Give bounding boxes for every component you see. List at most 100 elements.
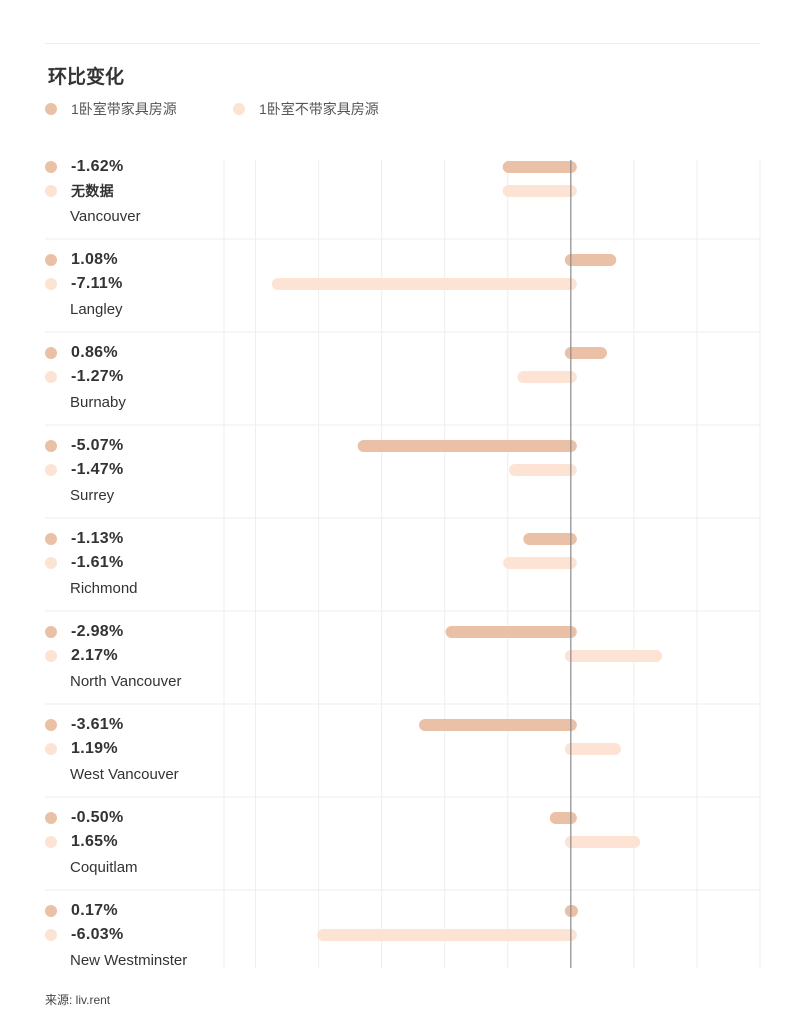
bar-unfurnished-richmond [503, 557, 577, 569]
series-dot [45, 440, 57, 452]
bar-unfurnished-north-vancouver [564, 650, 663, 662]
series-dot [45, 929, 57, 941]
data-label: 无数据 [71, 183, 114, 199]
value-line: -1.47% [45, 460, 124, 480]
data-label: 0.17% [71, 902, 118, 919]
series-dot [45, 161, 57, 173]
data-label: -5.07% [71, 437, 124, 454]
series-dot [45, 743, 57, 755]
bar-furnished-vancouver [502, 161, 577, 173]
bar-furnished-north-vancouver [445, 626, 577, 638]
series-dot [45, 347, 57, 359]
bar-unfurnished-new-westminster [317, 929, 577, 941]
legend: 1卧室带家具房源 1卧室不带家具房源 [45, 99, 445, 117]
value-line: -3.61% [45, 715, 124, 735]
city-label: Langley [70, 301, 123, 318]
legend-item-furnished: 1卧室带家具房源 [45, 99, 177, 119]
value-line: 1.19% [45, 739, 118, 759]
bar-furnished-burnaby [564, 347, 607, 359]
legend-swatch-furnished [45, 103, 57, 115]
series-dot [45, 185, 57, 197]
legend-swatch-unfurnished [233, 103, 245, 115]
series-dot [45, 836, 57, 848]
series-dot [45, 371, 57, 383]
bar-unfurnished-langley [271, 278, 577, 290]
bar-unfurnished-burnaby [517, 371, 577, 383]
data-label: -3.61% [71, 716, 124, 733]
value-line: -1.13% [45, 529, 124, 549]
chart-title: 环比变化 [48, 67, 125, 88]
value-line: -0.50% [45, 808, 124, 828]
city-label: West Vancouver [70, 766, 179, 783]
data-label: -7.11% [71, 275, 123, 292]
row-label-vancouver: -1.62% 无数据 Vancouver [45, 147, 245, 240]
bar-unfurnished-surrey [509, 464, 577, 476]
data-label: -1.27% [71, 368, 124, 385]
city-label: New Westminster [70, 952, 188, 969]
row-label-west-vancouver: -3.61% 1.19% West Vancouver [45, 705, 245, 798]
bar-furnished-richmond [523, 533, 577, 545]
row-label-langley: 1.08% -7.11% Langley [45, 240, 245, 333]
data-label: -2.98% [71, 623, 124, 640]
series-dot [45, 533, 57, 545]
city-label: Vancouver [70, 208, 141, 225]
row-label-north-vancouver: -2.98% 2.17% North Vancouver [45, 612, 245, 705]
legend-item-unfurnished: 1卧室不带家具房源 [233, 99, 379, 119]
city-label: Coquitlam [70, 859, 138, 876]
value-line: 1.08% [45, 250, 118, 270]
value-line: 0.17% [45, 901, 118, 921]
series-dot [45, 650, 57, 662]
city-label: North Vancouver [70, 673, 182, 690]
value-line: -1.61% [45, 553, 124, 573]
data-label: -1.61% [71, 554, 124, 571]
series-dot [45, 464, 57, 476]
bar-furnished-west-vancouver [419, 719, 577, 731]
row-label-richmond: -1.13% -1.61% Richmond [45, 519, 245, 612]
series-dot [45, 278, 57, 290]
bar-unfurnished-vancouver [502, 185, 577, 197]
row-label-coquitlam: -0.50% 1.65% Coquitlam [45, 798, 245, 891]
value-line: 2.17% [45, 646, 118, 666]
city-label: Burnaby [70, 394, 126, 411]
data-label: 0.86% [71, 344, 118, 361]
value-line: -5.07% [45, 436, 124, 456]
series-dot [45, 557, 57, 569]
value-line: -6.03% [45, 925, 124, 945]
value-line: 无数据 [45, 181, 114, 201]
bar-furnished-langley [564, 254, 617, 266]
value-line: -1.27% [45, 367, 124, 387]
legend-label-furnished: 1卧室带家具房源 [71, 101, 177, 117]
data-label: -1.62% [71, 158, 124, 175]
top-divider [45, 43, 760, 44]
source-note: 来源: liv.rent [45, 993, 111, 1007]
value-line: 0.86% [45, 343, 118, 363]
data-label: -0.50% [71, 809, 124, 826]
data-label: 1.19% [71, 740, 118, 757]
value-line: -2.98% [45, 622, 124, 642]
value-line: -7.11% [45, 274, 123, 294]
value-line: -1.62% [45, 157, 124, 177]
data-label: -6.03% [71, 926, 124, 943]
legend-label-unfurnished: 1卧室不带家具房源 [259, 101, 379, 117]
city-label: Richmond [70, 580, 138, 597]
data-label: 2.17% [71, 647, 118, 664]
data-label: -1.13% [71, 530, 124, 547]
series-dot [45, 254, 57, 266]
bar-unfurnished-coquitlam [564, 836, 641, 848]
data-label: 1.65% [71, 833, 118, 850]
bar-furnished-coquitlam [549, 812, 577, 824]
data-label: -1.47% [71, 461, 124, 478]
row-label-surrey: -5.07% -1.47% Surrey [45, 426, 245, 519]
series-dot [45, 812, 57, 824]
series-dot [45, 719, 57, 731]
row-label-burnaby: 0.86% -1.27% Burnaby [45, 333, 245, 426]
series-dot [45, 905, 57, 917]
bar-furnished-surrey [357, 440, 577, 452]
city-label: Surrey [70, 487, 115, 504]
series-dot [45, 626, 57, 638]
row-label-new-westminster: 0.17% -6.03% New Westminster [45, 891, 245, 984]
value-line: 1.65% [45, 832, 118, 852]
bar-unfurnished-west-vancouver [564, 743, 621, 755]
data-label: 1.08% [71, 251, 118, 268]
